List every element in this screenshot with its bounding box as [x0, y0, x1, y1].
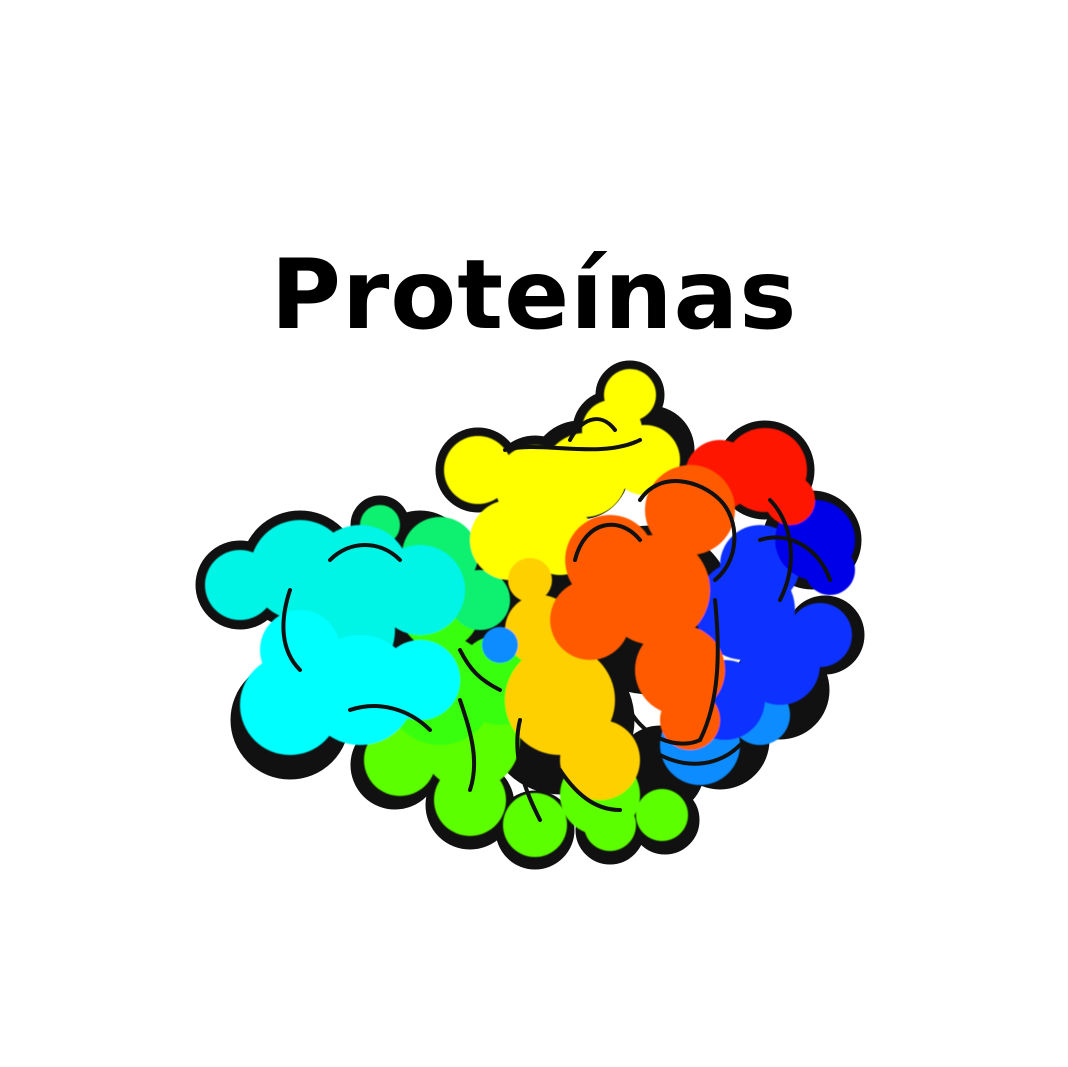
page-title: Proteínas — [270, 239, 798, 351]
surface-contours — [281, 417, 832, 822]
surface-domains — [205, 369, 855, 857]
